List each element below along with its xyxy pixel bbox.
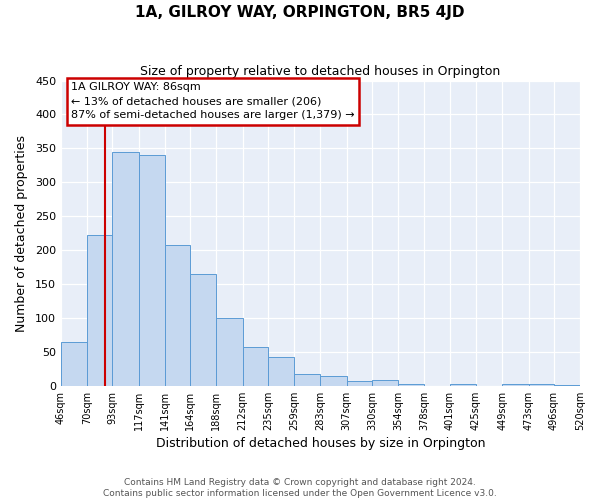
- Bar: [320, 376, 347, 386]
- Title: Size of property relative to detached houses in Orpington: Size of property relative to detached ho…: [140, 65, 500, 78]
- Bar: [217, 318, 243, 386]
- Text: 1A GILROY WAY: 86sqm
← 13% of detached houses are smaller (206)
87% of semi-deta: 1A GILROY WAY: 86sqm ← 13% of detached h…: [71, 82, 355, 120]
- Bar: [165, 246, 190, 386]
- Bar: [268, 356, 294, 386]
- Bar: [190, 274, 217, 386]
- Bar: [243, 347, 268, 386]
- Text: Contains HM Land Registry data © Crown copyright and database right 2024.
Contai: Contains HM Land Registry data © Crown c…: [103, 478, 497, 498]
- Bar: [347, 381, 372, 386]
- Bar: [372, 380, 398, 386]
- Bar: [554, 385, 580, 386]
- X-axis label: Distribution of detached houses by size in Orpington: Distribution of detached houses by size …: [156, 437, 485, 450]
- Bar: [139, 155, 165, 386]
- Bar: [502, 384, 529, 386]
- Y-axis label: Number of detached properties: Number of detached properties: [15, 134, 28, 332]
- Bar: [112, 152, 139, 386]
- Bar: [529, 384, 554, 386]
- Text: 1A, GILROY WAY, ORPINGTON, BR5 4JD: 1A, GILROY WAY, ORPINGTON, BR5 4JD: [135, 5, 465, 20]
- Bar: [61, 342, 87, 386]
- Bar: [398, 384, 424, 386]
- Bar: [87, 235, 112, 386]
- Bar: [294, 374, 320, 386]
- Bar: [449, 384, 476, 386]
